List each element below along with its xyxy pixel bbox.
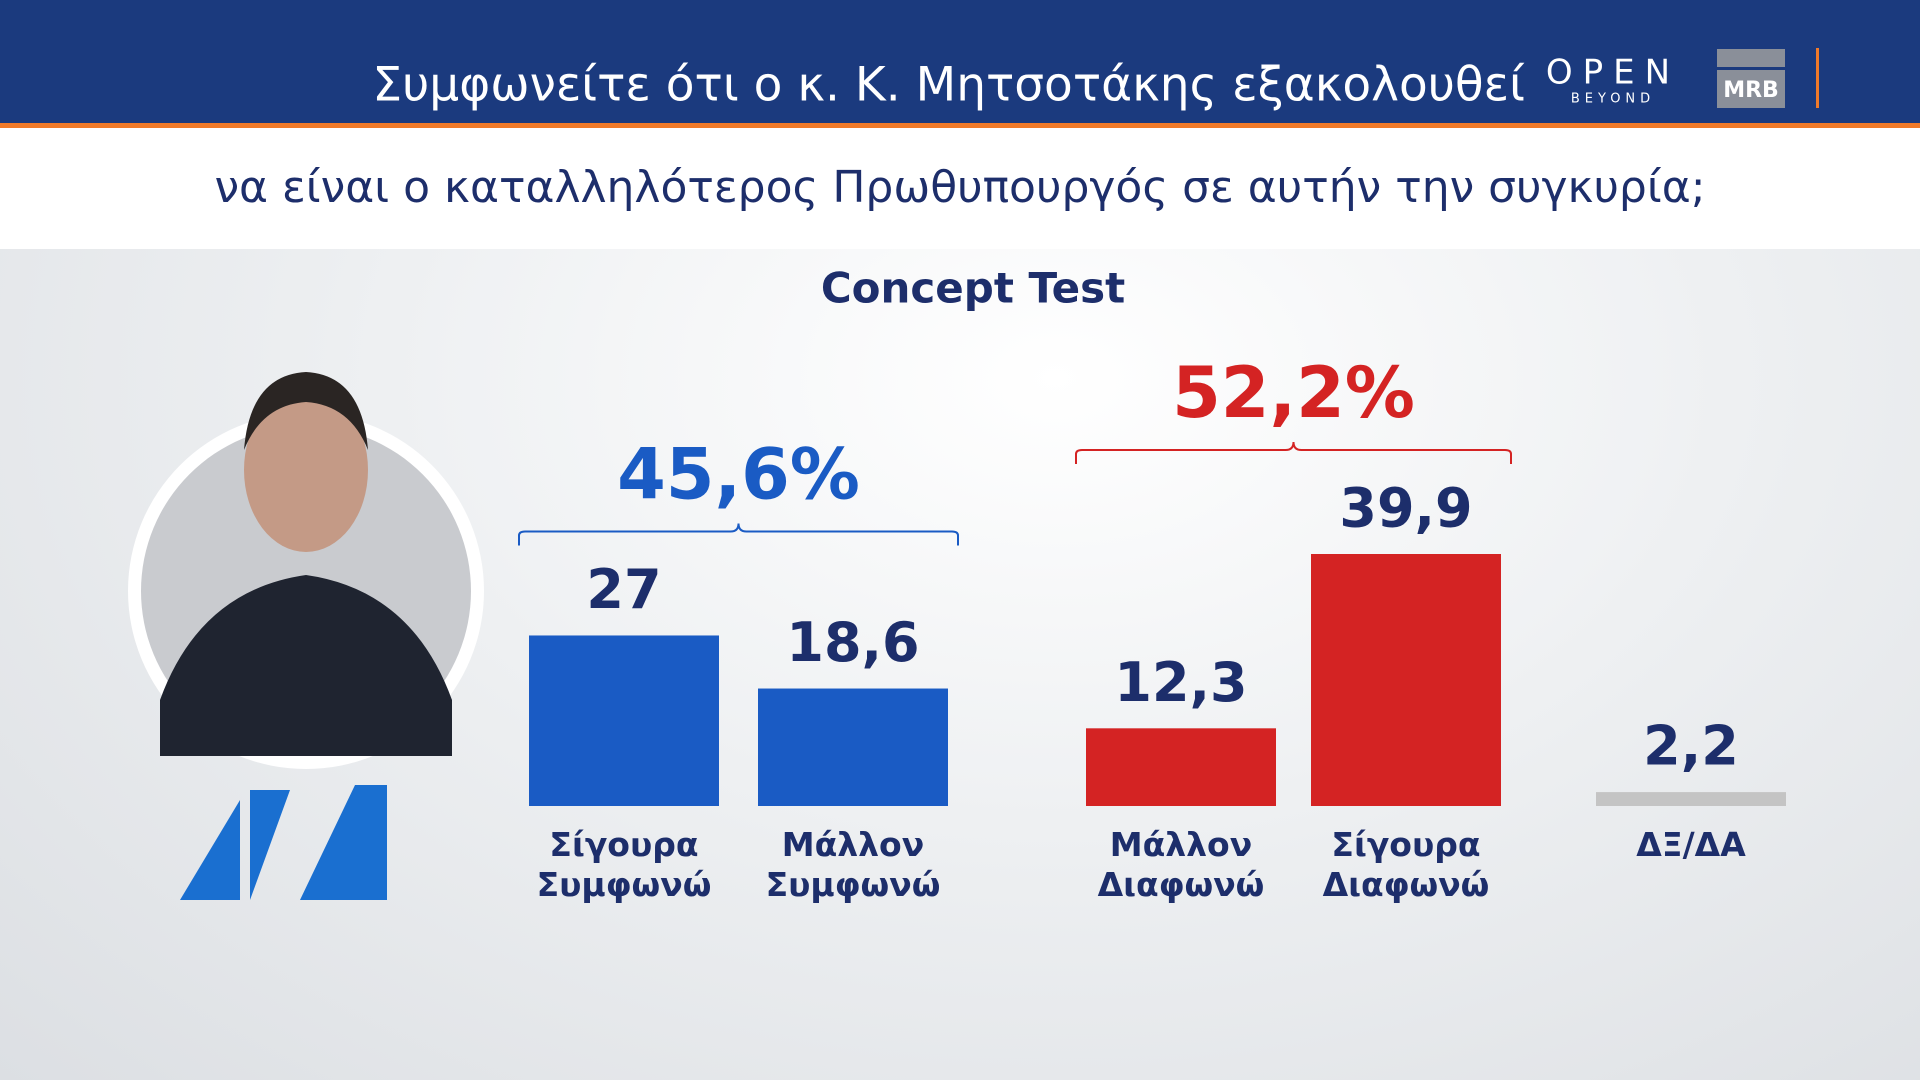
value-label: 27 <box>586 558 661 621</box>
value-label: 12,3 <box>1114 651 1247 714</box>
beyond-logo: BEYOND <box>1571 92 1655 107</box>
bar <box>1086 728 1276 806</box>
bar <box>1596 792 1786 806</box>
header-accent <box>0 123 1920 128</box>
group-total: 52,2% <box>1172 352 1415 434</box>
category-label: Σίγουρα Διαφωνώ <box>1322 825 1490 904</box>
group-bracket <box>518 523 959 546</box>
header-title: Συμφωνείτε ότι ο κ. Κ. Μητσοτάκης εξακολ… <box>372 58 1525 113</box>
open-logo: OPEN <box>1546 53 1680 93</box>
category-label: Σίγουρα Συμφωνώ <box>536 825 712 904</box>
party-logo <box>180 785 387 900</box>
value-label: 18,6 <box>786 611 919 674</box>
chart-title: Concept Test <box>821 264 1125 313</box>
subtitle: να είναι ο καταλληλότερος Πρωθυπουργός σ… <box>214 162 1705 213</box>
value-label: 39,9 <box>1339 477 1472 540</box>
bar <box>1311 554 1501 806</box>
group-bracket <box>1075 441 1512 464</box>
bar <box>529 635 719 806</box>
category-label: Μάλλον Συμφωνώ <box>765 825 941 904</box>
category-label: Μάλλον Διαφωνώ <box>1097 825 1265 904</box>
bar <box>758 688 948 806</box>
portrait-face <box>244 388 368 552</box>
logo-divider <box>1816 48 1819 108</box>
portrait-suit <box>160 575 452 756</box>
mrb-logo: MRB <box>1723 78 1779 103</box>
category-label: ΔΞ/ΔΑ <box>1636 825 1746 864</box>
mrb-logo-box <box>1717 70 1785 108</box>
mrb-logo-top <box>1717 49 1785 67</box>
header-band <box>0 0 1920 123</box>
portrait-hair <box>244 372 368 450</box>
value-label: 2,2 <box>1643 715 1739 778</box>
group-total: 45,6% <box>617 434 860 516</box>
subtitle-band <box>0 128 1920 249</box>
